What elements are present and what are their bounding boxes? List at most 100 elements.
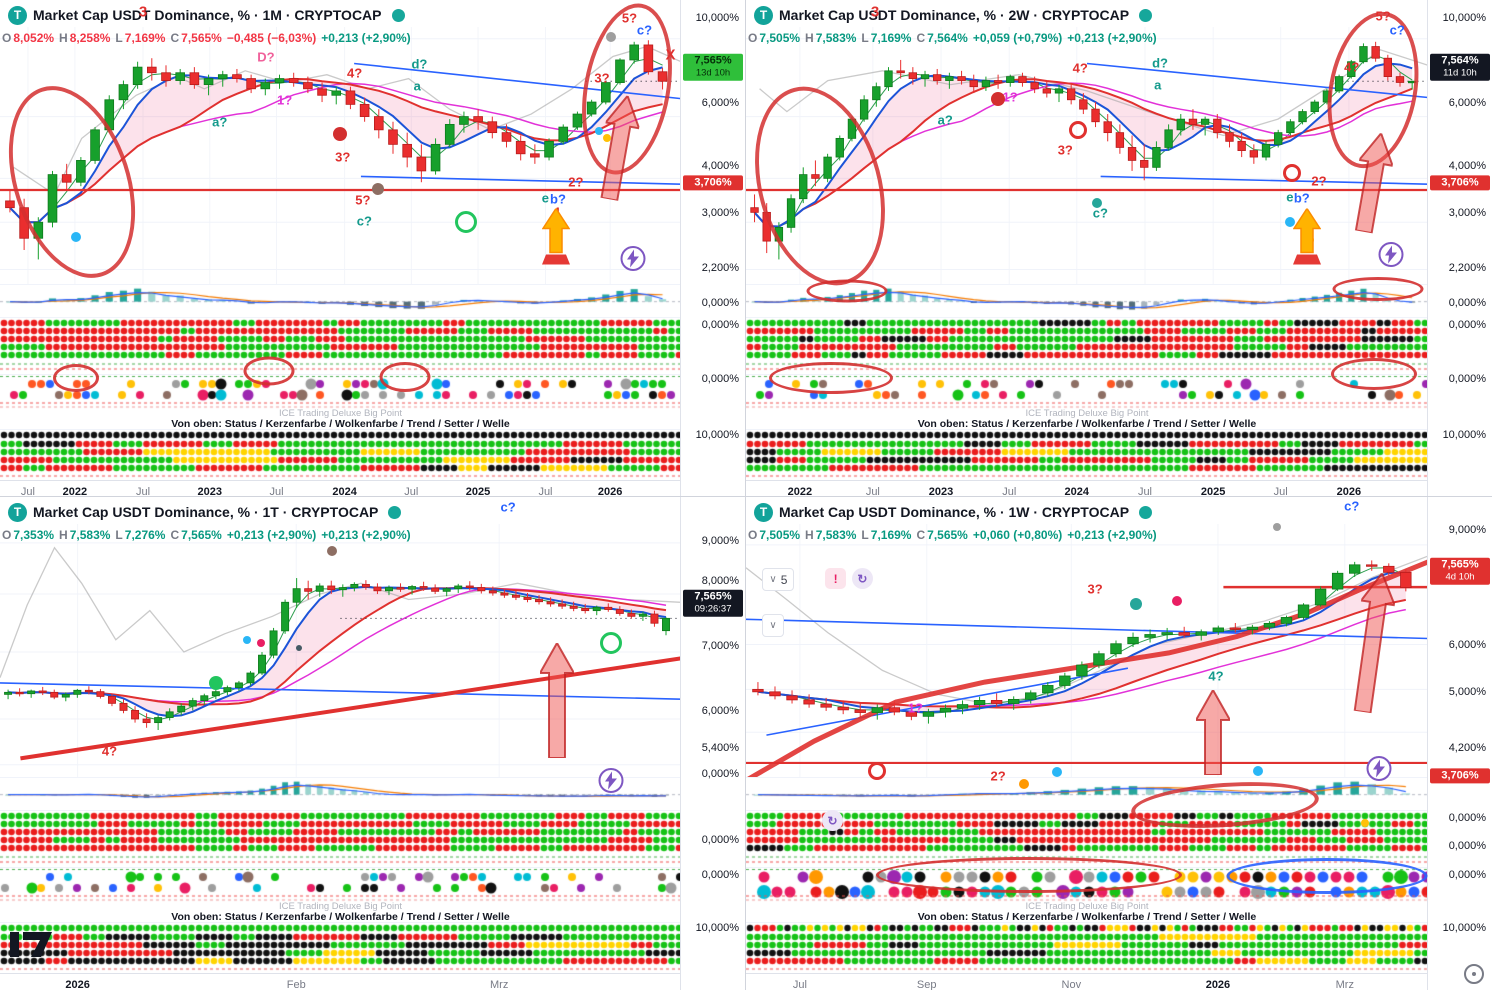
bar-replay-step-control[interactable]: ∨ 5 <box>762 568 795 592</box>
chart-title: Market Cap USDT Dominance, % · 1W · CRYP… <box>779 504 1130 520</box>
price-tick-label: 10,000% <box>695 11 739 24</box>
price-tick-label: 0,000% <box>1448 811 1486 824</box>
welle-indicator-pane[interactable] <box>746 429 1428 480</box>
indicator-status-icon[interactable] <box>391 8 405 22</box>
kerzenfarbe-indicator-pane[interactable] <box>0 317 681 374</box>
badge-price: 7,565% <box>1441 558 1479 571</box>
price-axis[interactable]: 10,000% 7,564% 11d 10h 6,000% 4,000% 3,706% 3,… <box>1427 0 1492 496</box>
high-value: 7,583% <box>69 528 111 542</box>
indicator-status-icon[interactable] <box>1139 8 1153 22</box>
macd-indicator-pane[interactable] <box>0 284 681 317</box>
price-chart-area[interactable]: O 7,505% H 7,583% L 7,169% C 7,564% +0,059 (… <box>746 27 1428 284</box>
time-tick-label: 2022 <box>787 486 813 497</box>
time-tick-label: Jul <box>269 486 284 497</box>
macd-indicator-pane[interactable] <box>0 777 681 810</box>
welle-indicator-pane[interactable] <box>0 429 681 480</box>
low-label: L <box>861 528 869 542</box>
time-axis[interactable]: Jul 2022 Jul 2023 Jul 2024 Jul 2025 Jul 2026 <box>0 480 681 497</box>
status-dots-indicator-pane[interactable] <box>0 867 681 902</box>
alert-icon[interactable]: ! <box>825 568 847 590</box>
kerzenfarbe-indicator-pane[interactable] <box>746 810 1428 867</box>
price-tick-label: 10,000% <box>695 428 739 441</box>
chart-panel-2w[interactable]: T Market Cap USDT Dominance, % · 2W · CR… <box>746 0 1492 497</box>
panel-header: T Market Cap USDT Dominance, % · 1W · CR… <box>746 497 1492 524</box>
kerzenfarbe-indicator-pane[interactable] <box>746 317 1428 374</box>
close-value: 7,565% <box>181 528 222 542</box>
chart-panel-1m[interactable]: T Market Cap USDT Dominance, % · 1M · CR… <box>0 0 746 497</box>
ohlc-row: O 8,052% H 8,258% L 7,169% C 7,565% −0,485 (… <box>2 31 411 45</box>
price-chart[interactable] <box>0 524 681 777</box>
tradingview-logo[interactable] <box>10 932 52 962</box>
scroll-to-recent-icon[interactable] <box>1464 964 1484 984</box>
price-chart[interactable] <box>0 27 681 284</box>
low-value: 7,276% <box>124 528 166 542</box>
change-value-2: +0,213 (+2,90%) <box>1067 528 1157 542</box>
close-label: C <box>916 31 926 45</box>
price-tick-label: 10,000% <box>695 921 739 934</box>
open-label: O <box>748 528 758 542</box>
watermark: ICE Trading Deluxe Big Point <box>1025 902 1149 912</box>
badge-price: 3,706% <box>1441 769 1479 782</box>
chart-panel-1d[interactable]: T Market Cap USDT Dominance, % · 1T · CR… <box>0 497 746 990</box>
price-chart-area[interactable]: O 7,353% H 7,583% L 7,276% C 7,565% +0,213 (… <box>0 524 681 777</box>
time-tick-label: 2025 <box>465 486 491 497</box>
open-value: 7,505% <box>759 528 801 542</box>
legend-text: Von oben: Status / Kerzenfarbe / Wolkenf… <box>917 911 1257 922</box>
indicator-status-icon[interactable] <box>388 505 402 519</box>
welle-indicator-pane[interactable] <box>0 922 681 973</box>
price-tick-label: 6,000% <box>701 704 739 717</box>
time-tick-label: Nov <box>1061 979 1082 990</box>
price-tick-label: 0,000% <box>1448 318 1486 331</box>
price-tick-label: 6,000% <box>701 96 739 109</box>
badge-price: 3,706% <box>694 175 732 188</box>
time-tick-label: Mrz <box>1335 979 1354 990</box>
time-tick-label: 2022 <box>62 486 88 497</box>
step-value: 5 <box>780 572 788 587</box>
time-tick-label: Jul <box>20 486 35 497</box>
time-axis[interactable]: 2026 Feb Mrz <box>0 973 681 990</box>
time-axis[interactable]: 2022 Jul 2023 Jul 2024 Jul 2025 Jul 2026 <box>746 480 1428 497</box>
change-value: +0,059 (+0,79%) <box>972 31 1063 45</box>
cryptocap-logo-icon: T <box>754 502 773 522</box>
close-value: 7,565% <box>181 31 222 45</box>
chart-panel-1w[interactable]: T Market Cap USDT Dominance, % · 1W · CR… <box>746 497 1492 990</box>
sync-icon[interactable]: ↻ <box>851 568 873 590</box>
indicator-legend-row: ICE Trading Deluxe Big Point Von oben: S… <box>746 902 1428 922</box>
time-tick-label: 2024 <box>1064 486 1090 497</box>
time-tick-label: 2026 <box>1336 486 1362 497</box>
collapse-chevron[interactable]: ∨ <box>762 614 784 638</box>
kerzenfarbe-indicator-pane[interactable] <box>0 810 681 867</box>
price-axis[interactable]: 10,000% 7,565% 13d 10h 6,000% 4,000% 3,706% 3,… <box>680 0 745 496</box>
chart-title: Market Cap USDT Dominance, % · 1T · CRYP… <box>33 504 379 520</box>
price-chart[interactable] <box>746 27 1428 284</box>
change-value-2: +0,213 (+2,90%) <box>1067 31 1157 45</box>
chart-title: Market Cap USDT Dominance, % · 2W · CRYP… <box>779 7 1130 23</box>
price-chart-area[interactable]: O 7,505% H 7,583% L 7,169% C 7,565% +0,060 (… <box>746 524 1428 777</box>
legend-text: Von oben: Status / Kerzenfarbe / Wolkenf… <box>171 911 510 922</box>
welle-indicator-pane[interactable] <box>746 922 1428 973</box>
change-value: −0,485 (−6,03%) <box>226 31 317 45</box>
legend-text: Von oben: Status / Kerzenfarbe / Wolkenf… <box>171 418 510 429</box>
indicator-sync-icon[interactable]: ↻ <box>822 810 844 832</box>
status-dots-indicator-pane[interactable] <box>746 374 1428 409</box>
high-value: 7,583% <box>815 31 857 45</box>
time-axis[interactable]: Jul Sep Nov 2026 Mrz <box>746 973 1428 990</box>
status-dots-indicator-pane[interactable] <box>746 867 1428 902</box>
price-tick-label: 0,000% <box>1448 869 1486 882</box>
status-dots-indicator-pane[interactable] <box>0 374 681 409</box>
price-chart[interactable] <box>746 524 1428 777</box>
macd-indicator-pane[interactable] <box>746 284 1428 317</box>
indicator-status-icon[interactable] <box>1139 505 1153 519</box>
price-tick-label: 0,000% <box>701 869 739 882</box>
price-axis[interactable]: 9,000% 7,565% 4d 10h 6,000% 5,000% 4,200% 3,70… <box>1427 497 1492 990</box>
low-label: L <box>115 31 123 45</box>
price-tick-label: 0,000% <box>701 318 739 331</box>
macd-indicator-pane[interactable] <box>746 777 1428 810</box>
price-chart-area[interactable]: O 8,052% H 8,258% L 7,169% C 7,565% −0,485 (… <box>0 27 681 284</box>
price-badge: 3,706% <box>683 174 743 191</box>
price-axis[interactable]: 9,000% 8,000% 7,565% 09:26:37 7,000% 6,000% 5,… <box>680 497 745 990</box>
indicator-legend-row: ICE Trading Deluxe Big Point Von oben: S… <box>746 409 1428 429</box>
time-tick-label: Jul <box>792 979 807 990</box>
price-tick-label: 8,000% <box>701 574 739 587</box>
change-value: +0,060 (+0,80%) <box>972 528 1063 542</box>
